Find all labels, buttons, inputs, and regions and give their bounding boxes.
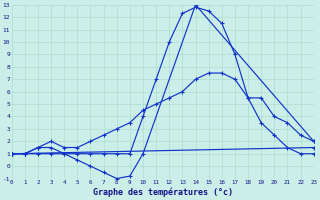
X-axis label: Graphe des températures (°c): Graphe des températures (°c) [93, 188, 233, 197]
